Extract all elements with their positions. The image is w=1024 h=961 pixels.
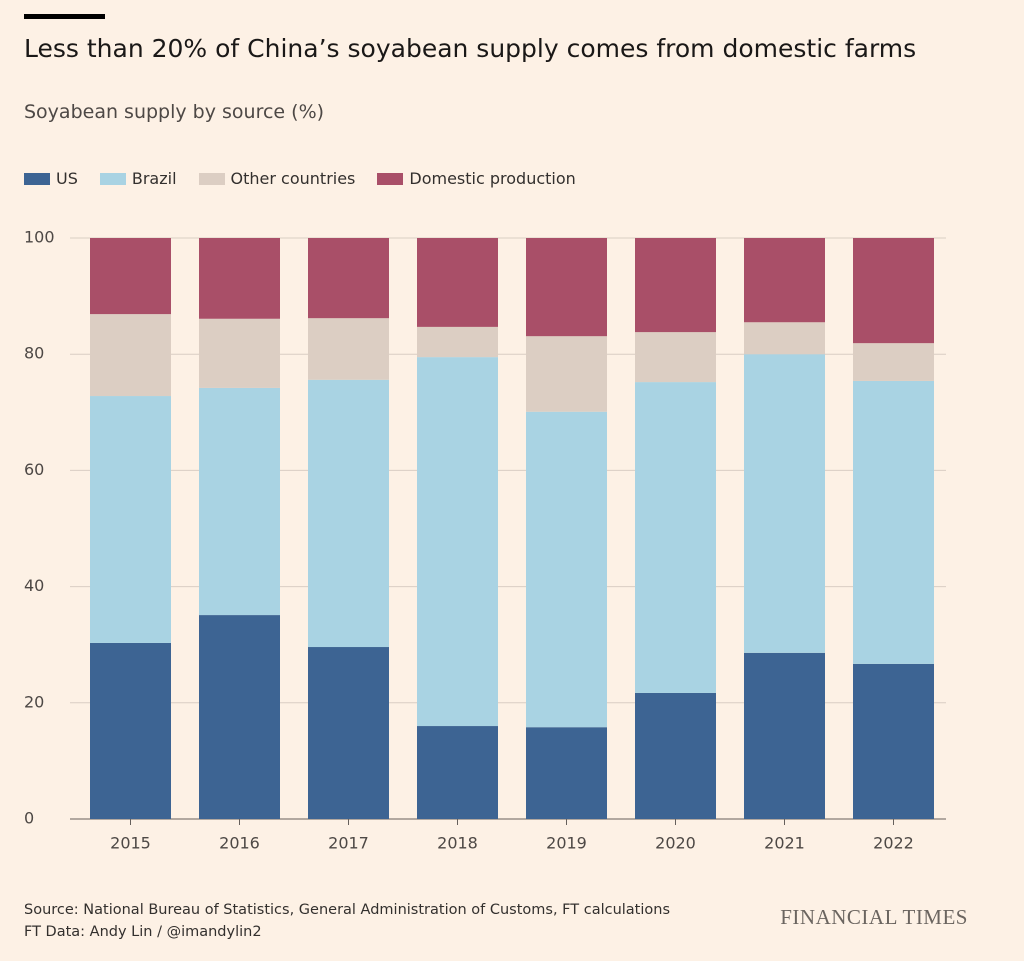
legend-label: US <box>56 169 78 188</box>
x-tick-label: 2016 <box>219 834 260 853</box>
legend-item: US <box>24 169 78 188</box>
bar-segment <box>744 652 825 819</box>
y-tick-label: 100 <box>24 228 55 247</box>
source-line: FT Data: Andy Lin / @imandylin2 <box>24 924 262 940</box>
y-tick-label: 40 <box>24 576 44 595</box>
top-bar <box>24 14 105 19</box>
bar-segment <box>308 379 389 648</box>
bar-segment <box>526 238 607 337</box>
source: Source: National Bureau of Statistics, G… <box>24 899 670 943</box>
y-tick-label: 0 <box>24 809 34 828</box>
bar-segment <box>526 411 607 728</box>
legend-item: Domestic production <box>377 169 576 188</box>
logo: FINANCIAL TIMES <box>780 905 968 929</box>
bar-segment <box>308 647 389 819</box>
bar-segment <box>90 396 171 643</box>
bar-segment <box>199 238 280 319</box>
bar-segment <box>853 343 934 381</box>
chart-subtitle: Soyabean supply by source (%) <box>24 101 325 123</box>
x-tick-label: 2020 <box>655 834 696 853</box>
bar-segment <box>635 238 716 333</box>
bar-segment <box>90 642 171 819</box>
x-tick-label: 2015 <box>110 834 151 853</box>
bar-segment <box>308 238 389 319</box>
chart-title: Less than 20% of China’s soyabean supply… <box>24 34 917 63</box>
legend-label: Other countries <box>230 169 356 188</box>
bar-segment <box>526 727 607 819</box>
source-line: Source: National Bureau of Statistics, G… <box>24 902 671 918</box>
bar-segment <box>417 357 498 727</box>
x-tick-label: 2021 <box>764 834 805 853</box>
legend-swatch <box>377 172 404 185</box>
bar-segment <box>90 314 171 397</box>
legend-swatch <box>198 172 225 185</box>
bar-segment <box>635 692 716 819</box>
bar-segment <box>417 726 498 819</box>
y-tick-label: 80 <box>24 344 44 363</box>
bar-segment <box>744 354 825 653</box>
legend-item: Other countries <box>198 169 356 188</box>
legend: US Brazil Other countries Domestic producti… <box>24 169 576 188</box>
bar-segment <box>199 387 280 616</box>
x-tick-label: 2022 <box>873 834 914 853</box>
bar-segment <box>417 326 498 358</box>
bar-segment <box>526 336 607 412</box>
y-tick-label: 60 <box>24 460 44 479</box>
y-tick-label: 20 <box>24 692 44 711</box>
legend-label: Domestic production <box>409 169 576 188</box>
bar-segment <box>417 238 498 327</box>
legend-label: Brazil <box>131 169 177 188</box>
bar-segment <box>635 382 716 693</box>
bar-segment <box>199 615 280 819</box>
bar-segment <box>853 238 934 344</box>
bar-segment <box>744 322 825 355</box>
x-tick-label: 2019 <box>546 834 587 853</box>
legend-item: Brazil <box>99 169 177 188</box>
bar-segment <box>199 318 280 388</box>
legend-swatch <box>24 172 50 185</box>
bar-segment <box>744 238 825 323</box>
legend-swatch <box>99 172 126 185</box>
x-tick-label: 2017 <box>328 834 369 853</box>
bar-segment <box>308 318 389 380</box>
bar-segment <box>635 332 716 383</box>
x-tick-label: 2018 <box>437 834 478 853</box>
bar-segment <box>853 380 934 664</box>
bar-segment <box>853 663 934 819</box>
bar-segment <box>90 238 171 315</box>
